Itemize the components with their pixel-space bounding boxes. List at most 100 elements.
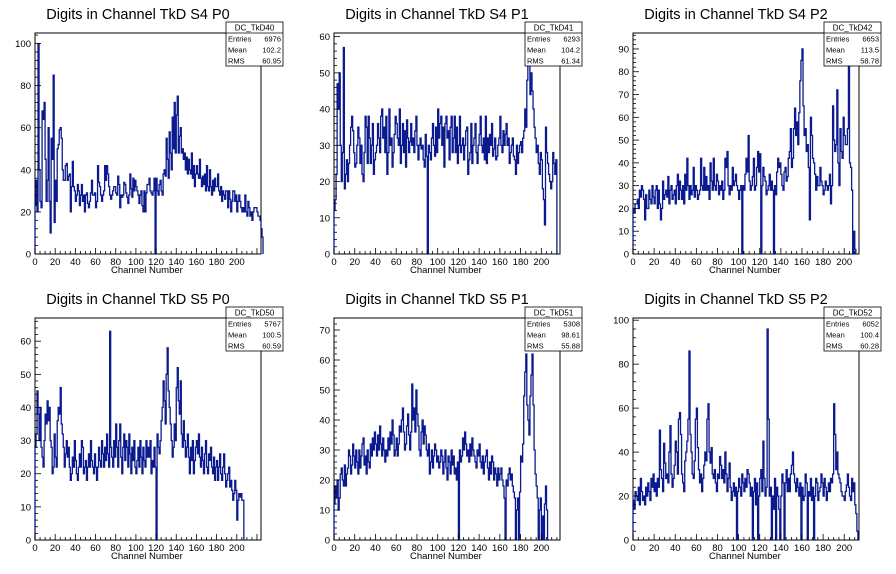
stats-key: Mean [527,46,546,55]
stats-value: 104.2 [561,46,580,55]
x-tick-label: 20 [349,257,360,268]
x-tick-label: 20 [50,257,61,268]
histogram-panel: Digits in Channel TkD S5 P2 0 20 40 60 80 100 1… [613,292,882,562]
x-axis-label: Channel Number [410,265,482,276]
histogram-series [632,328,859,541]
y-tick-label: 70 [618,90,629,101]
y-tick-label: 60 [618,113,629,124]
stats-box-frame [225,21,284,67]
y-tick-label: 50 [319,68,330,79]
x-tick-label: 20 [50,543,61,554]
plot-frame [34,32,262,255]
plot-frame [632,32,860,255]
x-tick-label: 80 [110,543,121,554]
x-tick-label: 180 [513,257,529,268]
histogram-panel: Digits in Channel TkD S5 P00 20 40 60 80 100 1… [20,292,284,562]
x-tick-label: 200 [836,257,852,268]
histogram-panel: Digits in Channel TkD S5 P10 20 40 60 80 100 1… [319,292,583,562]
stats-key: Entries [228,35,252,44]
y-tick-label: 40 [20,403,31,414]
chart-title: Digits in Channel TkD S5 P1 [345,292,529,308]
stats-value: 55.88 [561,342,580,351]
stats-key: RMS [527,342,544,351]
stats-histogram-name: DC_TkD42 [833,24,873,33]
x-tick-label: 140 [471,257,487,268]
x-tick-label: 40 [370,543,381,554]
y-tick-label: 60 [618,404,629,415]
y-tick-label: 0 [624,250,629,261]
y-tick-label: 60 [319,32,330,43]
x-tick-label: 80 [110,257,121,268]
x-tick-label: 80 [412,543,423,554]
x-axis-label: Channel Number [709,265,781,276]
x-tick-label: 160 [492,257,508,268]
y-tick-label: 0 [26,250,31,261]
histogram-series [632,48,857,255]
plot-frame [34,317,262,541]
x-tick-label: 60 [90,257,101,268]
x-tick-label: 140 [168,543,184,554]
x-tick-label: 120 [148,257,164,268]
stats-key: RMS [826,342,843,351]
histogram-series [333,353,549,541]
stats-value: 6653 [862,35,879,44]
x-tick-label: 120 [450,257,466,268]
stats-value: 113.5 [861,46,879,55]
stats-key: Entries [826,35,850,44]
x-tick-label: 40 [670,543,681,554]
x-tick-label: 160 [188,257,204,268]
y-tick-label: 10 [20,502,31,513]
stats-value: 5767 [264,320,281,329]
y-tick-label: 0 [325,250,330,261]
y-tick-label: 90 [618,44,629,55]
x-tick-label: 60 [90,543,101,554]
stats-box-frame [823,306,882,352]
y-tick-label: 70 [319,326,330,337]
x-tick-label: 80 [712,543,723,554]
x-tick-label: 0 [630,257,635,268]
stats-key: Mean [228,46,247,55]
y-tick-label: 40 [319,105,330,116]
x-tick-label: 40 [370,257,381,268]
plot-frame [333,32,561,255]
x-tick-label: 100 [430,543,446,554]
x-tick-label: 100 [731,257,747,268]
x-tick-label: 0 [331,543,336,554]
x-tick-label: 20 [349,543,360,554]
x-tick-label: 100 [128,543,144,554]
x-tick-label: 60 [391,257,402,268]
y-tick-label: 0 [325,536,330,547]
x-tick-label: 200 [836,543,852,554]
x-tick-label: 60 [691,543,702,554]
x-tick-label: 0 [32,257,37,268]
chart-title: Digits in Channel TkD S5 P2 [644,292,828,308]
stats-value: 98.61 [561,331,580,340]
stats-key: Mean [826,46,845,55]
x-tick-label: 100 [731,543,747,554]
y-tick-label: 0 [26,536,31,547]
y-tick-label: 10 [319,506,330,517]
stats-value: 100.5 [262,331,281,340]
y-tick-label: 20 [20,469,31,480]
x-axis-label: Channel Number [410,551,482,562]
chart-title: Digits in Channel TkD S5 P0 [46,292,230,308]
stats-histogram-name: DC_TkD51 [534,309,574,318]
stats-box: DC_TkD52 Entries 6052 Mean 100.4 RMS 60.28 [823,306,882,352]
stats-key: RMS [228,342,245,351]
stats-value: 58.78 [860,57,879,66]
stats-key: RMS [527,57,544,66]
stats-key: Entries [826,320,850,329]
histogram-series [34,42,264,255]
x-tick-label: 140 [168,257,184,268]
stats-value: 5308 [563,320,580,329]
y-tick-label: 40 [618,158,629,169]
x-tick-label: 0 [331,257,336,268]
stats-value: 6052 [862,320,879,329]
x-tick-label: 160 [492,543,508,554]
x-tick-label: 100 [128,257,144,268]
x-tick-label: 180 [209,543,225,554]
stats-value: 61.34 [561,57,580,66]
x-tick-label: 0 [32,543,37,554]
chart-title: Digits in Channel TkD S4 P1 [345,7,529,23]
